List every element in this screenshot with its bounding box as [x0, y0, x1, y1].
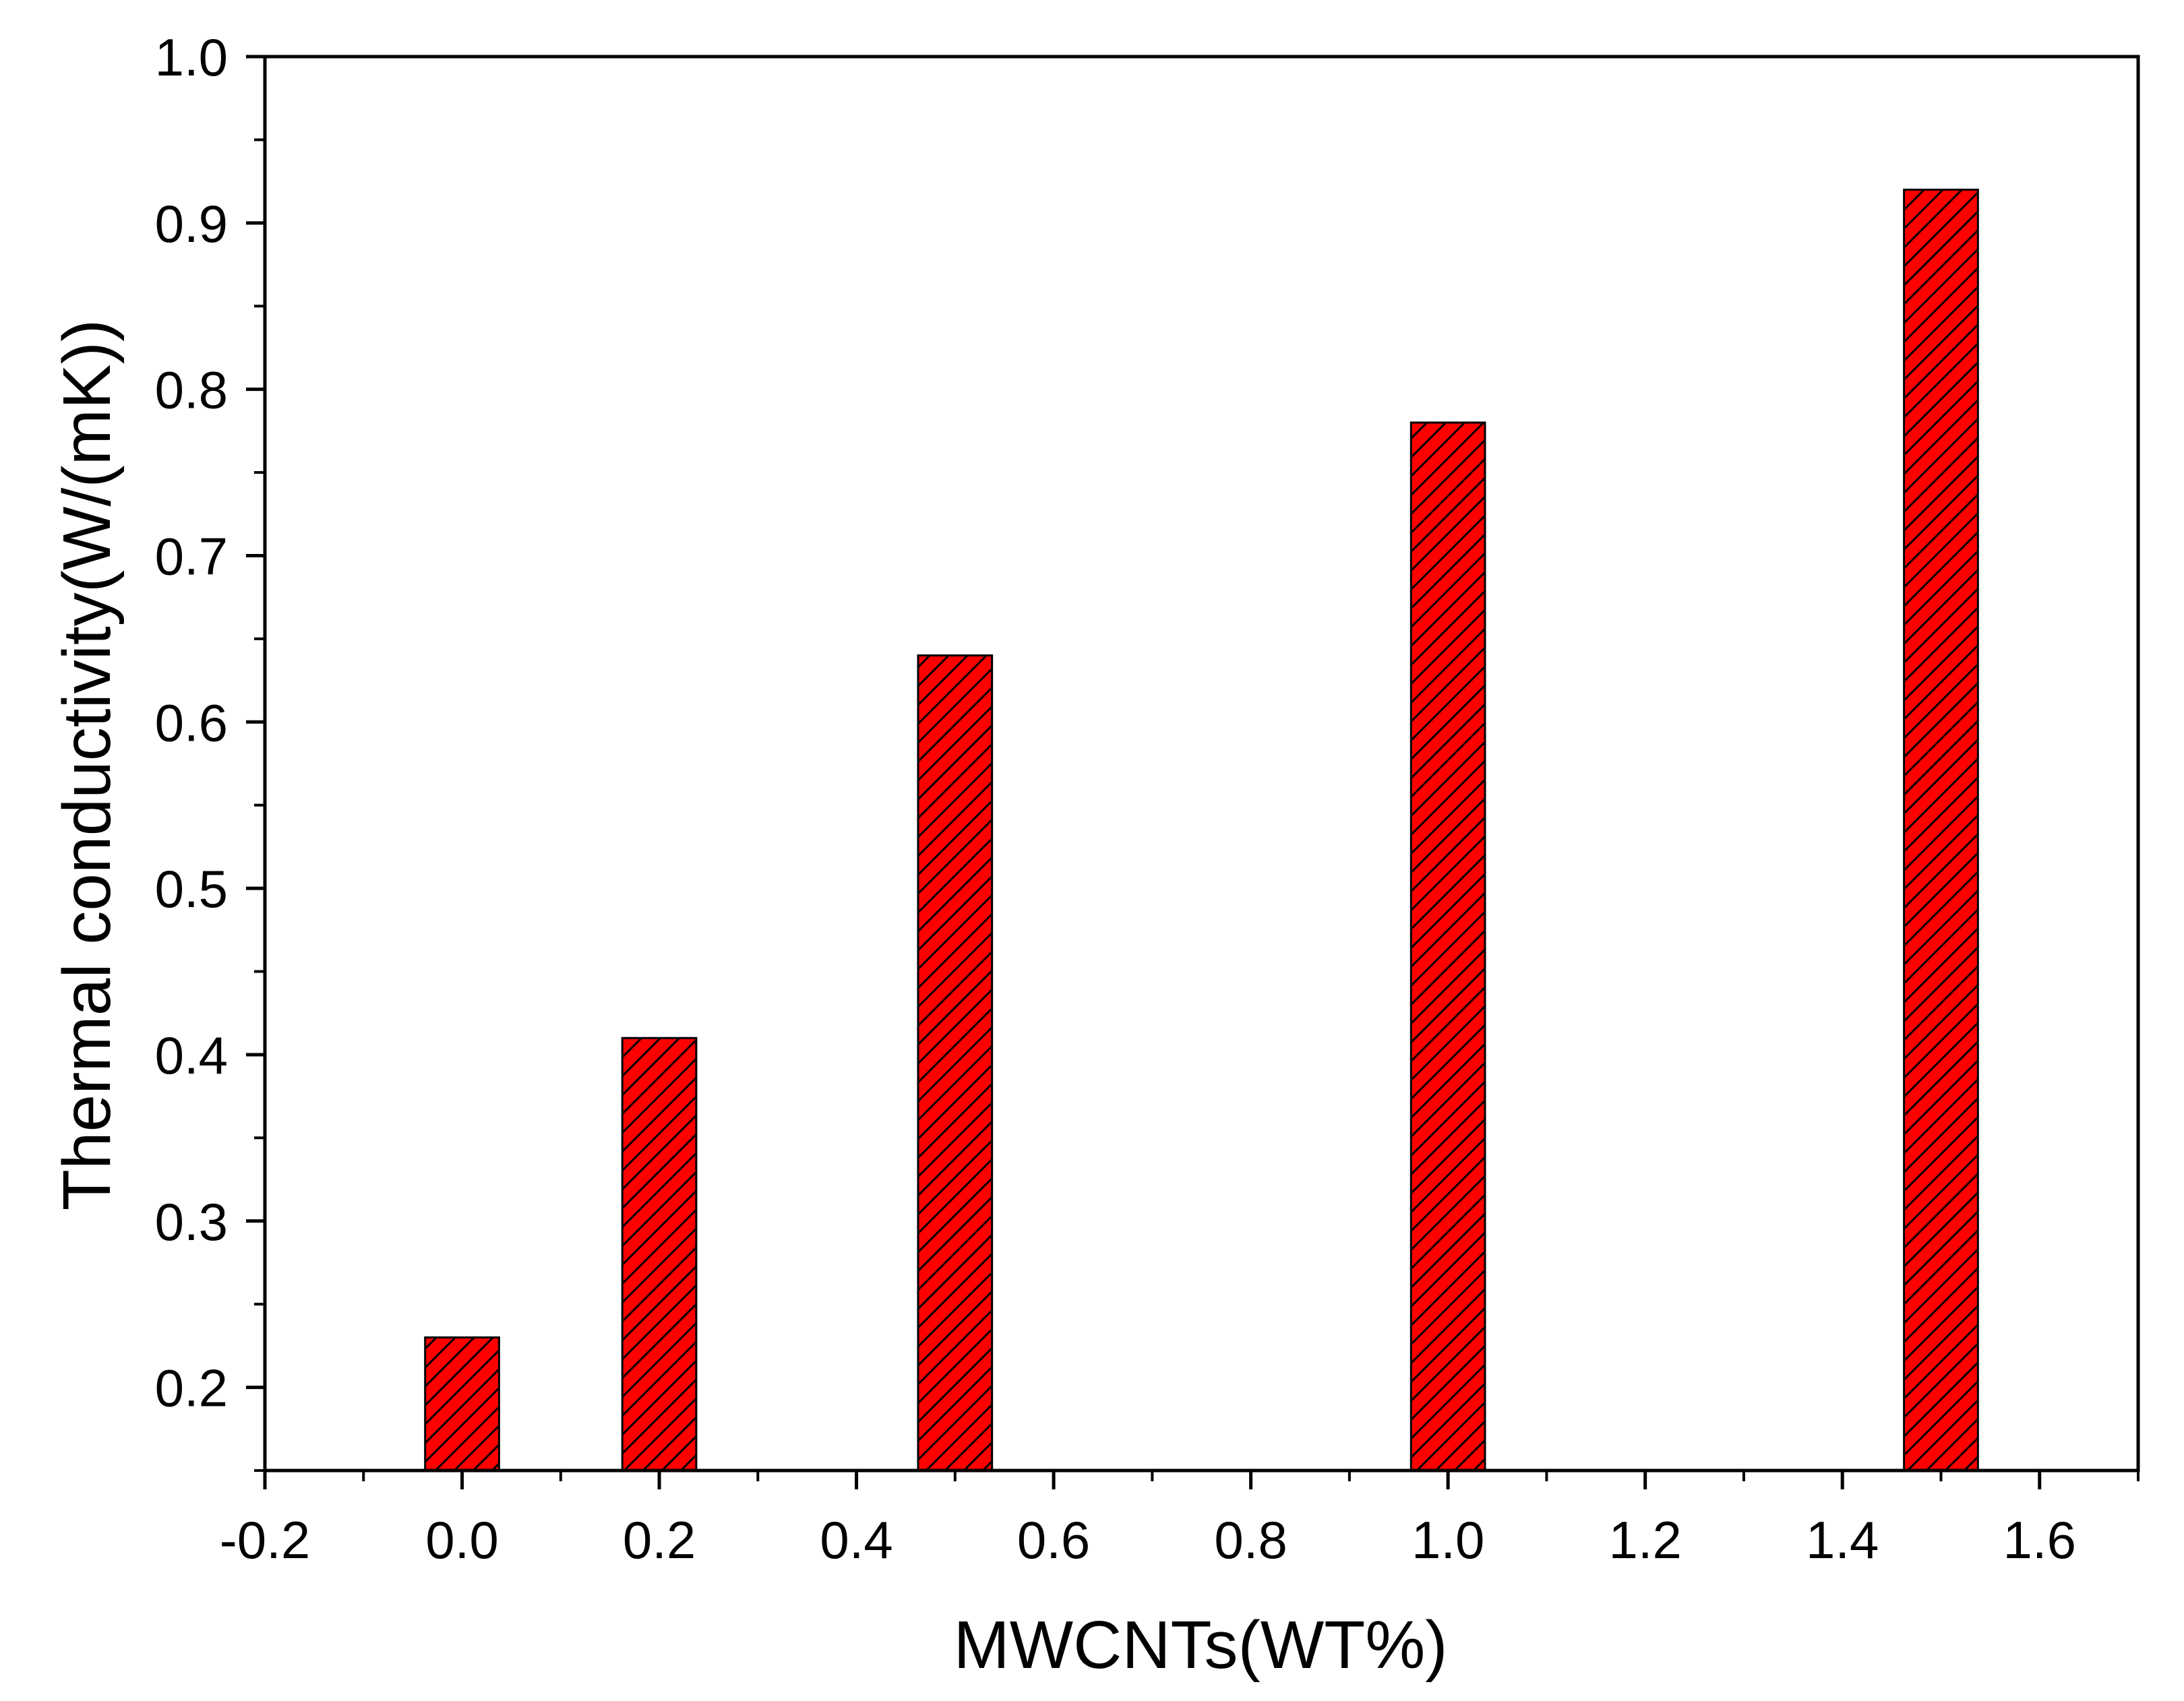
- bar-1.5: [1903, 188, 1979, 1472]
- y-tick-label: 0.4: [155, 1026, 228, 1085]
- x-tick-label: 0.0: [425, 1510, 498, 1570]
- bar-0.5: [917, 654, 994, 1472]
- x-tick-label: 0.8: [1214, 1510, 1287, 1570]
- x-tick-label: 0.6: [1017, 1510, 1090, 1570]
- axes-layer: 0.2 0.3 0.4 0.5 0.6 0.7 0.8 0.9 1.0 -0.2 0.0 0.2 0.4…: [155, 28, 2140, 1570]
- x-tick-label: 1.2: [1608, 1510, 1681, 1570]
- bar-1: [1409, 421, 1486, 1472]
- y-tick-label: 0.3: [155, 1192, 228, 1251]
- x-tick-label: 1.0: [1412, 1510, 1484, 1570]
- x-tick-label: 0.4: [820, 1510, 892, 1570]
- y-tick-label: 0.5: [155, 859, 228, 919]
- x-tick-label: -0.2: [220, 1510, 310, 1570]
- y-tick-label: 1.0: [155, 28, 228, 87]
- y-tick-label: 0.8: [155, 361, 228, 420]
- y-tick-label: 0.9: [155, 194, 228, 253]
- y-axis-title: Thermal conductivity(W/(mK)): [49, 319, 125, 1210]
- y-tick-label: 0.6: [155, 693, 228, 752]
- x-tick-label: 0.2: [623, 1510, 696, 1570]
- bar-0.2: [621, 1037, 698, 1472]
- x-tick-label: 1.4: [1806, 1510, 1879, 1570]
- y-tick-label: 0.7: [155, 526, 228, 586]
- plot-frame: [263, 55, 2140, 1473]
- y-tick-label: 0.2: [155, 1359, 228, 1418]
- bars-layer: [424, 188, 1979, 1472]
- bar-0: [424, 1336, 500, 1472]
- x-tick-label: 1.6: [2003, 1510, 2076, 1570]
- x-axis-title: MWCNTs(WT%): [953, 1607, 1447, 1683]
